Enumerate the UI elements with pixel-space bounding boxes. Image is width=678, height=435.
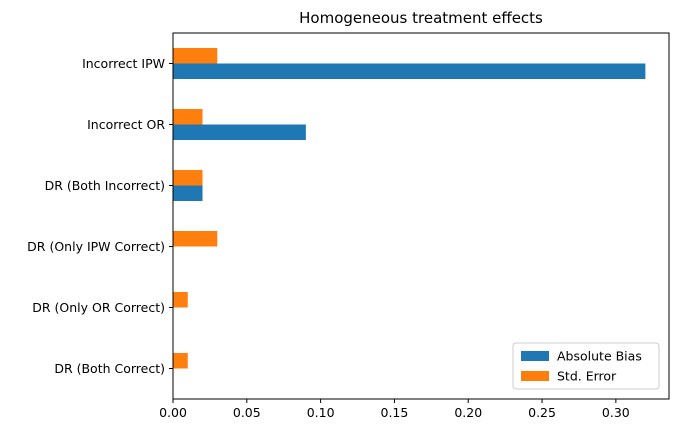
legend-swatch xyxy=(521,351,549,361)
plot-frame xyxy=(172,32,670,400)
x-tick-label: 0.10 xyxy=(307,405,335,420)
x-tick-label: 0.30 xyxy=(602,405,630,420)
y-tick-label: DR (Only IPW Correct) xyxy=(27,239,165,254)
x-tick-label: 0.15 xyxy=(381,405,409,420)
y-tick-label: DR (Both Correct) xyxy=(54,361,165,376)
ticks-layer: DR (Both Correct) DR (Only OR Correct) DR … xyxy=(27,56,630,420)
bar-std-error-3 xyxy=(173,170,203,186)
bar-std-error-5 xyxy=(173,48,218,64)
legend-label: Std. Error xyxy=(557,369,617,384)
x-tick-label: 0.20 xyxy=(454,405,482,420)
bar-absolute-bias-5 xyxy=(173,63,646,79)
bar-std-error-2 xyxy=(173,231,218,247)
y-tick-label: Incorrect IPW xyxy=(82,56,165,71)
bars-layer xyxy=(173,48,646,369)
bar-std-error-4 xyxy=(173,109,203,125)
y-tick-label: DR (Only OR Correct) xyxy=(32,300,165,315)
bar-std-error-1 xyxy=(173,292,188,308)
y-tick-label: Incorrect OR xyxy=(87,117,165,132)
bar-std-error-0 xyxy=(173,353,188,369)
x-tick-label: 0.05 xyxy=(233,405,261,420)
bar-absolute-bias-4 xyxy=(173,124,306,140)
x-tick-label: 0.00 xyxy=(159,405,187,420)
legend-label: Absolute Bias xyxy=(557,349,642,364)
chart-title: Homogeneous treatment effects xyxy=(299,9,543,27)
y-tick-label: DR (Both Incorrect) xyxy=(45,178,165,193)
x-tick-label: 0.25 xyxy=(528,405,556,420)
legend: Absolute Bias Std. Error xyxy=(512,342,660,390)
legend-box xyxy=(512,342,660,390)
legend-swatch xyxy=(521,371,549,381)
bar-absolute-bias-3 xyxy=(173,185,203,201)
